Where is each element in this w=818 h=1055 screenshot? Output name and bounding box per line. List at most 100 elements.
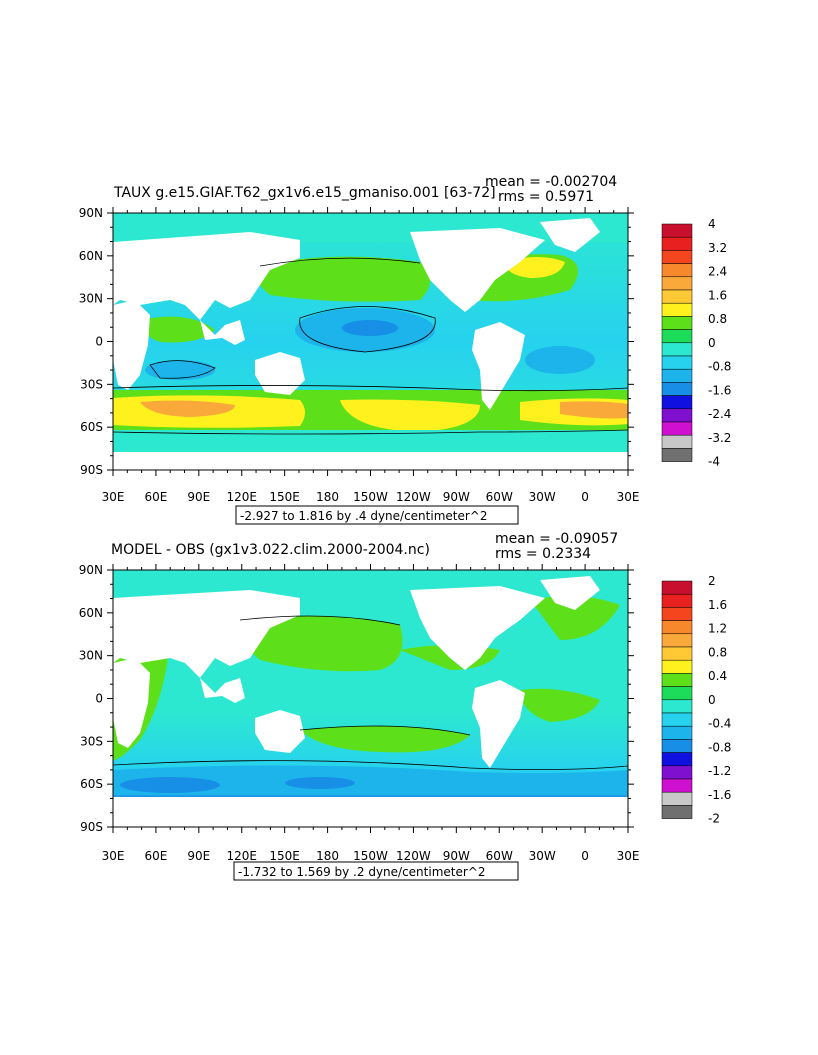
lon-tick-label: 60W <box>486 849 513 863</box>
lon-tick-label: 90W <box>443 490 470 504</box>
lat-tick-label: 60S <box>80 420 103 434</box>
panel-1: TAUX g.e15.GIAF.T62_gx1v6.e15_gmaniso.00… <box>79 174 731 525</box>
panel-2-title: MODEL - OBS (gx1v3.022.clim.2000-2004.nc… <box>111 542 430 558</box>
colorbar-swatch <box>661 791 693 806</box>
colorbar-label: -1.6 <box>708 383 731 397</box>
lon-tick-label: 0 <box>581 490 589 504</box>
colorbar-swatch <box>661 342 693 357</box>
colorbar-swatch <box>661 739 693 753</box>
lon-tick-label: 90E <box>187 490 210 504</box>
lon-tick-label: 0 <box>581 849 589 863</box>
lat-tick-label: 60N <box>79 606 103 620</box>
colorbar-swatch <box>661 236 693 251</box>
colorbar-label: 0.8 <box>708 312 727 326</box>
panel-1-land <box>113 218 600 410</box>
colorbar-label: -4 <box>708 455 720 469</box>
panel-2-range-box: -1.732 to 1.569 by .2 dyne/centimeter^2 <box>233 861 519 881</box>
colorbar-swatch <box>661 805 693 819</box>
colorbar-label: 1.6 <box>708 598 727 612</box>
lon-tick-label: 90E <box>187 849 210 863</box>
colorbar-label: -2 <box>708 812 720 826</box>
colorbar-swatch <box>661 263 693 278</box>
lat-tick-label: 30S <box>80 377 103 391</box>
colorbar-label: -2.4 <box>708 407 731 421</box>
panel-2-map <box>112 569 629 828</box>
lon-tick-label: 180 <box>316 490 339 504</box>
colorbar-swatch <box>661 673 693 687</box>
panel-2-lon-axis: 30E 60E 90E 120E 150E 180 150W 120W 90W 60W 30W 0 30… <box>102 564 640 863</box>
colorbar-label: -1.2 <box>708 764 731 778</box>
lat-tick-label: 30S <box>80 734 103 748</box>
colorbar-swatch <box>661 408 693 423</box>
colorbar-swatch <box>661 620 693 635</box>
lon-tick-label: 120E <box>227 849 258 863</box>
colorbar-swatch <box>661 316 693 330</box>
panel-2-land <box>113 576 600 768</box>
lat-tick-label: 30N <box>79 292 103 306</box>
lon-tick-label: 30E <box>102 849 125 863</box>
lat-tick-label: 60S <box>80 777 103 791</box>
lon-tick-label: 150W <box>353 490 388 504</box>
lon-tick-label: 180 <box>316 849 339 863</box>
lat-tick-label: 90S <box>80 820 103 834</box>
colorbar-swatch <box>661 448 693 462</box>
colorbar-label: 2 <box>708 574 716 588</box>
colorbar-label: 2.4 <box>708 265 727 279</box>
colorbar-swatch <box>661 421 693 436</box>
colorbar-swatch <box>661 593 693 608</box>
colorbar-label: -0.4 <box>708 717 731 731</box>
colorbar-label: -1.6 <box>708 788 731 802</box>
lat-tick-label: 0 <box>95 335 103 349</box>
colorbar-swatch <box>661 355 693 370</box>
colorbar-swatch <box>661 302 693 317</box>
colorbar-swatch <box>661 250 693 264</box>
colorbar-swatch <box>661 434 693 449</box>
colorbar-label: 4 <box>708 217 716 231</box>
lat-tick-label: 90N <box>79 563 103 577</box>
colorbar-swatch <box>661 395 693 410</box>
lon-tick-label: 120W <box>396 849 431 863</box>
lon-tick-label: 30E <box>617 849 640 863</box>
colorbar-label: -3.2 <box>708 431 731 445</box>
lon-tick-label: 150W <box>353 849 388 863</box>
colorbar-swatch <box>661 580 693 595</box>
colorbar-label: 0 <box>708 693 716 707</box>
lat-tick-label: 90N <box>79 206 103 220</box>
colorbar-swatch <box>661 223 693 238</box>
panel-1-lon-axis: 30E 60E 90E 120E 150E 180 150W 120W 90W 60W 30W 0 30… <box>102 207 639 504</box>
lon-tick-label: 30E <box>102 490 125 504</box>
colorbar-label: -0.8 <box>708 360 731 374</box>
colorbar-label: 3.2 <box>708 241 727 255</box>
panel-1-map <box>112 212 629 471</box>
panel-1-range-box: -2.927 to 1.816 by .4 dyne/centimeter^2 <box>235 505 519 525</box>
colorbar-swatch <box>661 765 693 780</box>
colorbar-swatch <box>661 633 693 648</box>
lat-tick-label: 30N <box>79 649 103 663</box>
colorbar-swatch <box>661 686 693 701</box>
colorbar-swatch <box>661 699 693 714</box>
colorbar-swatch <box>661 607 693 621</box>
colorbar-label: 0.8 <box>708 645 727 659</box>
panel-2-range-text: -1.732 to 1.569 by .2 dyne/centimeter^2 <box>238 865 485 879</box>
panel-1-lat-axis: 90N 60N 30N 0 30S 60S 90S <box>79 206 634 477</box>
panel-2-rms: rms = 0.2334 <box>495 546 591 562</box>
colorbar-swatch <box>661 712 693 727</box>
colorbar-swatch <box>661 368 693 383</box>
colorbar-swatch <box>661 752 693 767</box>
colorbar-swatch <box>661 778 693 793</box>
colorbar-swatch <box>661 725 693 740</box>
lon-tick-label: 90W <box>443 849 470 863</box>
colorbar-swatch <box>661 646 693 661</box>
colorbar-label: 1.6 <box>708 288 727 302</box>
colorbar-swatch <box>661 329 693 344</box>
panel-1-rms: rms = 0.5971 <box>498 189 594 205</box>
colorbar-label: 1.2 <box>708 622 727 636</box>
colorbar-label: -0.8 <box>708 740 731 754</box>
panel-1-title: TAUX g.e15.GIAF.T62_gx1v6.e15_gmaniso.00… <box>113 185 496 201</box>
lon-tick-label: 60E <box>144 490 167 504</box>
colorbar-swatch <box>661 382 693 396</box>
colorbar-swatch <box>661 276 693 291</box>
lon-tick-label: 60W <box>486 490 513 504</box>
panel-1-range-text: -2.927 to 1.816 by .4 dyne/centimeter^2 <box>240 509 487 523</box>
